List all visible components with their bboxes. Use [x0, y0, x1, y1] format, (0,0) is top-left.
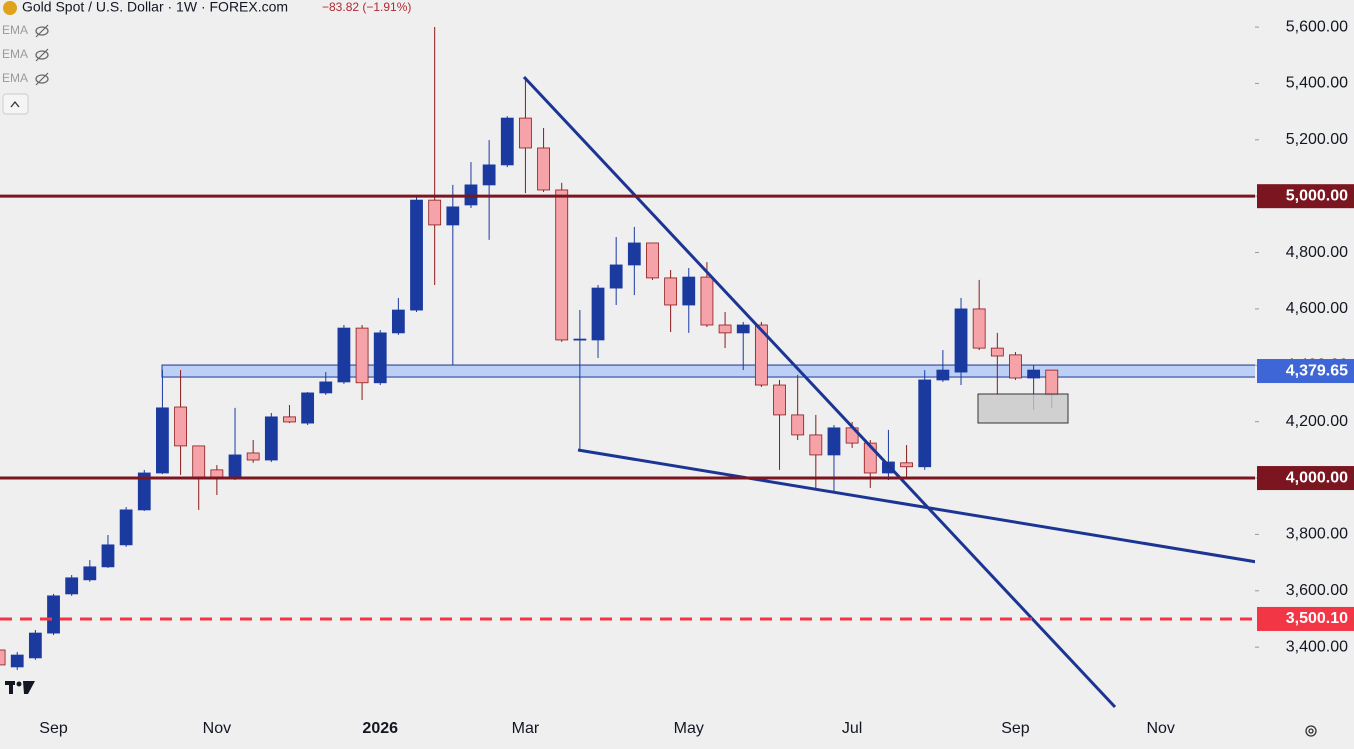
candle-body [428, 199, 442, 226]
candle-body [301, 392, 315, 424]
candle-body [283, 416, 296, 423]
price-label-box [1257, 466, 1354, 491]
candle-body [391, 309, 405, 334]
candle-body [446, 206, 460, 226]
x-tick-label: Nov [1146, 720, 1174, 737]
collapse-icon [10, 100, 20, 108]
candle-body [1009, 354, 1022, 379]
candle-body [791, 414, 805, 436]
x-tick-label: Sep [1001, 720, 1030, 737]
indicator-label[interactable]: EMA [2, 23, 28, 37]
y-tick-label: 3,800.00 [1286, 526, 1348, 543]
price-change: −83.82 (−1.91%) [322, 0, 411, 14]
candle-body [918, 379, 932, 468]
candle-body [47, 595, 60, 634]
y-tick-label: 5,600.00 [1286, 18, 1348, 35]
highlight-box [977, 393, 1069, 424]
candle-body [591, 287, 605, 341]
candle-body [337, 327, 351, 383]
candle-body [355, 327, 369, 384]
candle-body [28, 632, 42, 659]
candle-body [137, 472, 151, 511]
candle-body [228, 454, 242, 479]
indicator-label[interactable]: EMA [2, 71, 28, 85]
x-tick-label: Sep [39, 720, 68, 737]
price-label: 3,500.10 [1286, 610, 1348, 627]
settings-icon[interactable] [1305, 725, 1317, 737]
candle-body [246, 452, 260, 461]
price-label: 4,379.65 [1286, 362, 1348, 379]
candle-body [482, 164, 496, 186]
trend-line [522, 75, 1117, 709]
chart-title: Gold Spot / U.S. Dollar · 1W · FOREX.com [22, 0, 288, 15]
candle-body [192, 445, 206, 478]
price-label-box [1257, 606, 1354, 631]
x-tick-label: Jul [842, 720, 862, 737]
price-label-box [1257, 184, 1354, 209]
y-tick-label: 4,800.00 [1286, 244, 1348, 261]
candle-body [119, 509, 133, 546]
candle-body [972, 308, 986, 349]
candle-body [646, 242, 659, 279]
candle-body [500, 117, 514, 166]
candle-body [210, 469, 224, 478]
candle-body [83, 566, 97, 581]
candle-body [664, 277, 678, 306]
candle-body [1045, 369, 1059, 396]
eye-icons[interactable] [35, 24, 49, 86]
candle-body [736, 324, 750, 334]
candle-body [700, 276, 714, 326]
candle-body [10, 654, 24, 668]
x-tick-label: May [674, 720, 704, 737]
y-tick-label: 5,400.00 [1286, 75, 1348, 92]
price-label: 5,000.00 [1286, 187, 1348, 204]
zone-band [161, 364, 1255, 378]
candle-body [264, 416, 278, 461]
candle-body [609, 264, 623, 289]
candle-body [519, 117, 532, 149]
candle-body [555, 189, 569, 341]
candle-body [410, 199, 423, 311]
candle-body [990, 347, 1004, 357]
candle-body [1027, 369, 1041, 379]
candle-body [0, 649, 6, 666]
tv-logo [5, 681, 35, 694]
candle-body [682, 276, 696, 306]
price-label: 4,000.00 [1286, 469, 1348, 486]
candle-body [65, 577, 79, 595]
y-tick-label: 3,400.00 [1286, 638, 1348, 655]
candle-body [373, 332, 387, 384]
symbol-icon [3, 1, 17, 15]
indicator-label[interactable]: EMA [2, 47, 28, 61]
candle-body [754, 324, 768, 386]
candle-body [900, 462, 913, 468]
x-tick-label: Mar [512, 720, 540, 737]
candle-body [537, 147, 550, 191]
x-tick-label: 2026 [362, 720, 398, 737]
candle-body [718, 324, 732, 334]
candle-body [573, 338, 587, 341]
candle-body [827, 427, 841, 456]
collapse-button[interactable] [2, 93, 29, 115]
candle-body [773, 384, 786, 416]
y-tick-label: 5,200.00 [1286, 131, 1348, 148]
candle-body [174, 406, 187, 447]
y-tick-label: 3,600.00 [1286, 582, 1348, 599]
trend-line [577, 448, 1255, 564]
y-tick-label: 4,200.00 [1286, 413, 1348, 430]
candle-body [627, 242, 641, 266]
x-tick-label: Nov [203, 720, 231, 737]
candle-body [954, 308, 968, 373]
candle-body [156, 407, 169, 474]
candle-body [809, 434, 823, 456]
price-label-box [1257, 359, 1354, 384]
candle-body [936, 369, 950, 381]
y-tick-label: 4,600.00 [1286, 300, 1348, 317]
candle-body [319, 381, 333, 394]
candle-body [101, 544, 115, 568]
